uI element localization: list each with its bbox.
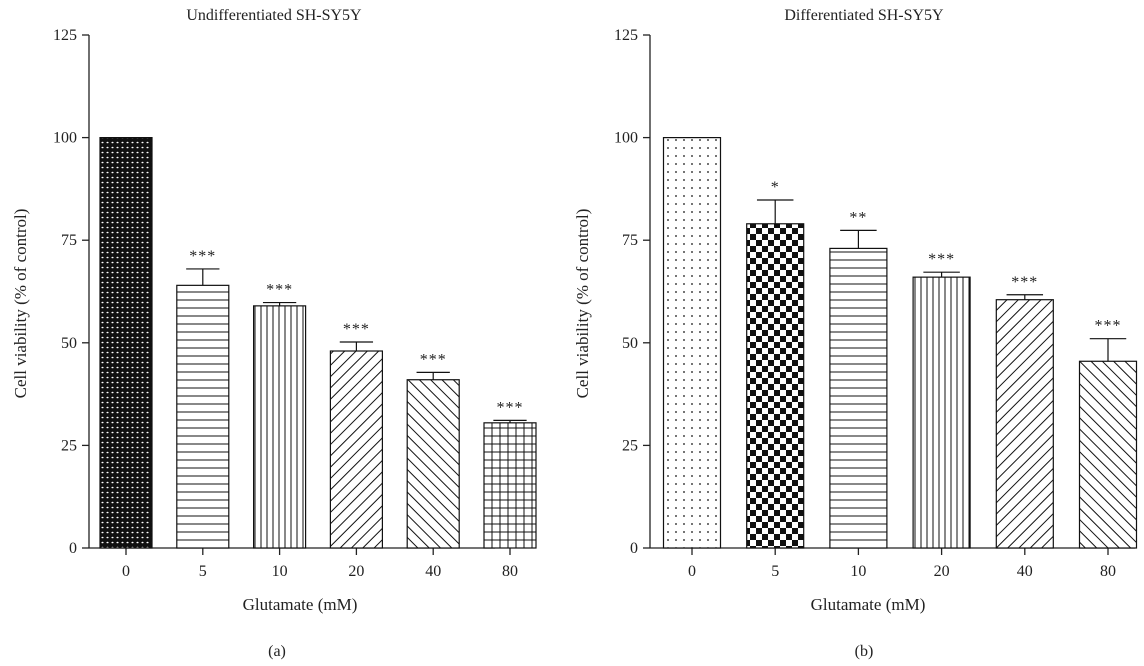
y-tick-label: 50	[622, 335, 638, 352]
chart-panel-a: Undifferentiated SH-SY5Y0255075100125Cel…	[11, 7, 537, 660]
chart-title: Differentiated SH-SY5Y	[784, 7, 944, 24]
bar	[829, 247, 888, 549]
x-tick-label: 0	[688, 563, 696, 580]
bar	[746, 223, 805, 549]
x-tick-label: 20	[348, 563, 364, 580]
x-tick-label: 40	[425, 563, 441, 580]
y-tick-label: 25	[622, 437, 638, 454]
bar	[99, 137, 153, 549]
significance-label: ***	[343, 321, 370, 338]
bar	[406, 379, 460, 549]
panel-label: (a)	[268, 643, 286, 660]
bar	[329, 350, 383, 549]
y-tick-label: 100	[614, 130, 638, 147]
bar	[253, 305, 307, 549]
significance-label: **	[849, 209, 867, 226]
significance-label: ***	[189, 248, 216, 265]
x-tick-label: 5	[771, 563, 779, 580]
chart-title: Undifferentiated SH-SY5Y	[186, 7, 362, 24]
x-tick-label: 0	[122, 563, 130, 580]
x-tick-label: 5	[199, 563, 207, 580]
bar	[176, 284, 230, 549]
chart-panel-b: Differentiated SH-SY5Y0255075100125Cell …	[573, 7, 1138, 660]
x-axis-title: Glutamate (mM)	[811, 595, 926, 614]
y-tick-label: 0	[630, 540, 638, 557]
x-tick-label: 40	[1017, 563, 1033, 580]
significance-label: *	[771, 179, 780, 196]
x-tick-label: 80	[502, 563, 518, 580]
bar	[483, 422, 537, 549]
y-tick-label: 25	[61, 437, 77, 454]
x-tick-label: 10	[850, 563, 866, 580]
y-axis-title: Cell viability (% of control)	[11, 209, 30, 399]
bar	[912, 276, 971, 549]
significance-label: ***	[266, 282, 293, 299]
y-tick-label: 0	[69, 540, 77, 557]
x-tick-label: 80	[1100, 563, 1116, 580]
y-tick-label: 125	[53, 27, 77, 44]
panel-label: (b)	[855, 643, 874, 660]
significance-label: ***	[1011, 274, 1038, 291]
significance-label: ***	[420, 351, 447, 368]
x-axis-title: Glutamate (mM)	[243, 595, 358, 614]
x-tick-label: 20	[934, 563, 950, 580]
y-tick-label: 100	[53, 130, 77, 147]
y-tick-label: 75	[61, 232, 77, 249]
significance-label: ***	[928, 251, 955, 268]
y-tick-label: 75	[622, 232, 638, 249]
bar	[995, 299, 1054, 549]
bar	[1078, 360, 1138, 549]
x-tick-label: 10	[272, 563, 288, 580]
y-axis-title: Cell viability (% of control)	[573, 209, 592, 399]
significance-label: ***	[1095, 318, 1122, 335]
y-tick-label: 125	[614, 27, 638, 44]
bar	[662, 137, 722, 549]
y-tick-label: 50	[61, 335, 77, 352]
significance-label: ***	[497, 399, 524, 416]
